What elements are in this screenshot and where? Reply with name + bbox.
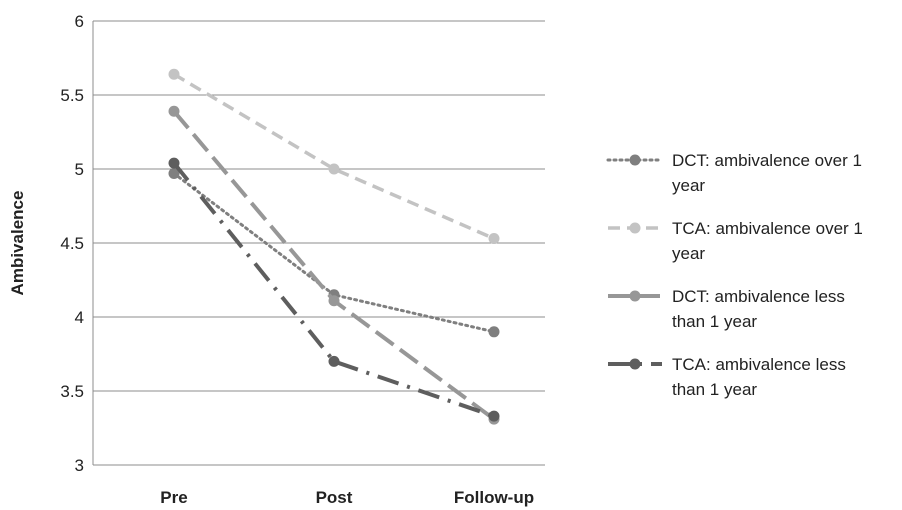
data-point [328,355,340,367]
y-tick-label: 3.5 [60,382,84,401]
legend-label: year [672,244,705,263]
data-point [488,410,500,422]
x-tick-labels: Pre Post Follow-up [160,488,534,507]
y-tick-label: 6 [75,12,84,31]
x-tick-label: Post [316,488,353,507]
data-point [488,233,500,245]
legend-item: TCA: ambivalence over 1 year [608,219,863,263]
x-tick-label: Pre [160,488,187,507]
y-axis-label: Ambivalence [8,191,27,296]
y-tick-label: 4 [75,308,84,327]
legend-label: DCT: ambivalence over 1 [672,151,862,170]
legend-label: year [672,176,705,195]
legend-item: TCA: ambivalence less than 1 year [608,355,846,399]
legend-marker [629,290,641,302]
y-tick-labels: 3 3.5 4 4.5 5 5.5 6 [60,12,84,475]
y-tick-label: 4.5 [60,234,84,253]
legend-label: TCA: ambivalence less [672,355,846,374]
legend-item: DCT: ambivalence less than 1 year [608,287,845,331]
series-line [173,72,495,241]
series-line [172,109,496,421]
data-point [168,157,180,169]
data-point [168,167,180,179]
y-tick-label: 5 [75,160,84,179]
legend-label: TCA: ambivalence over 1 [672,219,863,238]
series-lines [168,68,500,425]
y-tick-label: 3 [75,456,84,475]
legend-marker [629,358,641,370]
legend-marker [629,154,641,166]
data-point [168,68,180,80]
x-tick-label: Follow-up [454,488,534,507]
legend-item: DCT: ambivalence over 1 year [606,151,862,195]
legend-label: than 1 year [672,380,757,399]
series-line [172,171,496,334]
gridlines [93,20,545,466]
data-point [328,163,340,175]
data-point [488,326,500,338]
y-tick-label: 5.5 [60,86,84,105]
legend-label: DCT: ambivalence less [672,287,845,306]
data-point [168,105,180,117]
legend-marker [629,222,641,234]
legend-label: than 1 year [672,312,757,331]
data-point [328,295,340,307]
